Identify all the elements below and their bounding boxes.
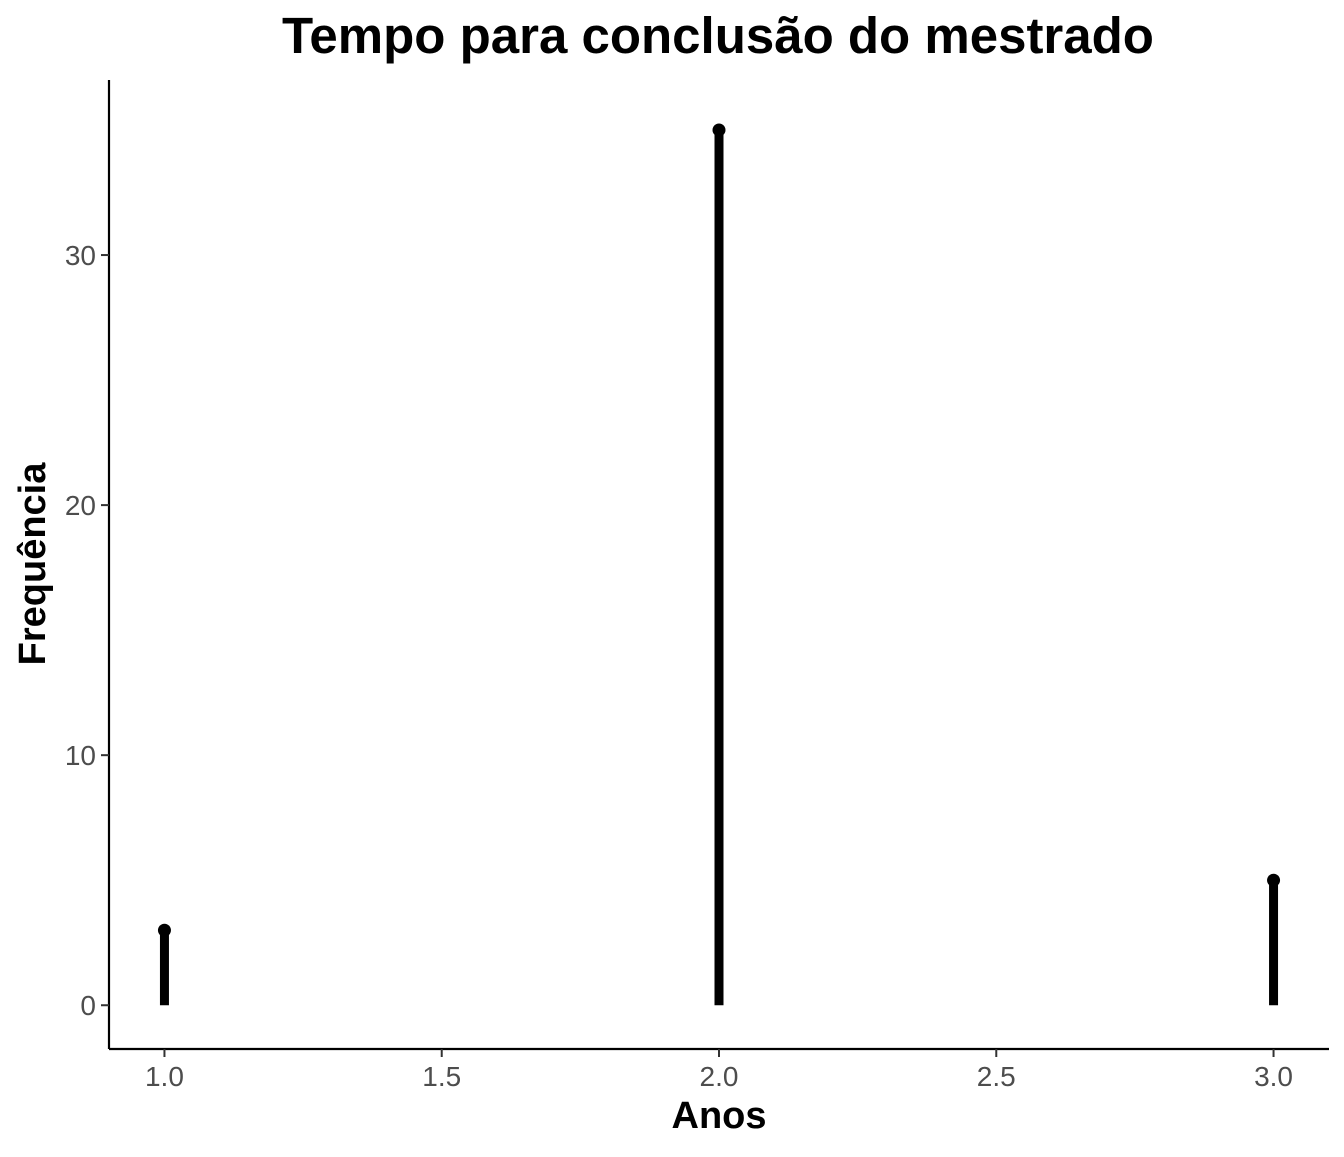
lollipop-point	[712, 123, 726, 137]
chart-title: Tempo para conclusão do mestrado	[282, 7, 1154, 64]
ticks: 0 10 20 30 1.0 1.5 2.0 2.5 3.0	[65, 240, 1293, 1092]
x-tick-label: 3.0	[1254, 1061, 1293, 1092]
y-tick-label: 20	[65, 490, 96, 521]
y-axis-title: Frequência	[12, 462, 54, 666]
y-tick-label: 0	[80, 990, 96, 1021]
y-tick-label: 10	[65, 740, 96, 771]
lollipop-point	[157, 923, 171, 937]
x-tick-label: 1.0	[145, 1061, 184, 1092]
y-tick-label: 30	[65, 240, 96, 271]
x-axis-title: Anos	[672, 1095, 767, 1137]
lollipop-point	[1267, 873, 1281, 887]
data-marks	[157, 123, 1281, 1006]
x-tick-label: 2.5	[977, 1061, 1016, 1092]
x-tick-label: 1.5	[422, 1061, 461, 1092]
x-tick-label: 2.0	[700, 1061, 739, 1092]
